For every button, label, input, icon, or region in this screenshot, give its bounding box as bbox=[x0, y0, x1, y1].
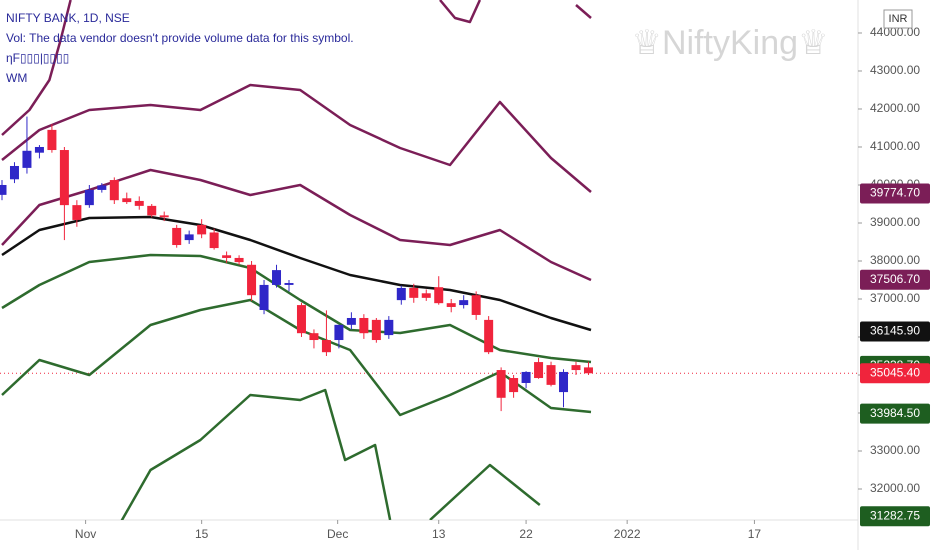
candle-body bbox=[484, 319, 494, 353]
candle-body bbox=[446, 303, 456, 307]
y-tick-label: 39000.00 bbox=[870, 215, 920, 229]
indicator-line bbox=[1, 215, 592, 332]
indicator-line bbox=[575, 4, 592, 19]
price-tag-label: 35045.40 bbox=[870, 365, 920, 379]
x-tick-label: 22 bbox=[519, 527, 533, 541]
candle-body bbox=[22, 150, 32, 168]
candle-body bbox=[571, 365, 581, 371]
price-tag bbox=[860, 506, 930, 527]
price-tag bbox=[860, 269, 930, 290]
candle-body bbox=[72, 205, 82, 220]
price-tag-label: 36145.90 bbox=[870, 324, 920, 338]
y-tick-label: 38000.00 bbox=[870, 253, 920, 267]
candle-body bbox=[359, 317, 369, 334]
candle-body bbox=[184, 234, 194, 241]
currency: INR bbox=[889, 13, 908, 25]
x-tick-label: 15 bbox=[195, 527, 209, 541]
y-tick-label: 33000.00 bbox=[870, 443, 920, 457]
y-tick-label: 41000.00 bbox=[870, 139, 920, 153]
candle-body bbox=[559, 371, 569, 393]
candle-body bbox=[59, 150, 69, 206]
y-tick-label: 37000.00 bbox=[870, 291, 920, 305]
candle-body bbox=[122, 198, 132, 203]
annotation: ηF▯▯▯|▯▯▯▯ bbox=[6, 51, 69, 65]
price-tag-label: 37506.70 bbox=[870, 272, 920, 286]
candle-body bbox=[197, 224, 207, 235]
candle-body bbox=[84, 189, 94, 206]
annotation: WM bbox=[6, 71, 27, 85]
candle-body bbox=[534, 362, 544, 379]
currency-box bbox=[883, 9, 913, 29]
candle-body bbox=[434, 287, 444, 304]
plot-area bbox=[0, 0, 858, 520]
candle-body bbox=[134, 200, 144, 206]
candle-body bbox=[172, 227, 182, 246]
candle-body bbox=[396, 287, 406, 301]
candle-body bbox=[521, 371, 531, 383]
candle-body bbox=[583, 367, 593, 374]
x-tick-label: 13 bbox=[432, 527, 446, 541]
y-tick-label: 44000.00 bbox=[870, 25, 920, 39]
x-tick-label: 17 bbox=[748, 527, 762, 541]
candle-body bbox=[159, 215, 169, 218]
candle-body bbox=[346, 317, 356, 325]
candle-body bbox=[459, 300, 469, 306]
indicator-line bbox=[120, 388, 392, 520]
x-tick-label: Nov bbox=[75, 527, 96, 541]
candle-body bbox=[384, 319, 394, 336]
candle-body bbox=[284, 283, 294, 285]
watermark: ♕NiftyKing♕ bbox=[631, 24, 828, 62]
annotation: Vol: The data vendor doesn't provide vol… bbox=[6, 31, 354, 45]
y-tick-label: 43000.00 bbox=[870, 63, 920, 77]
candle-body bbox=[296, 305, 306, 334]
candle-body bbox=[0, 184, 7, 195]
candle-body bbox=[222, 255, 232, 258]
candle-body bbox=[496, 370, 506, 398]
y-tick-label: 42000.00 bbox=[870, 101, 920, 115]
price-tag bbox=[860, 183, 930, 204]
price-tag bbox=[860, 321, 930, 342]
candle-body bbox=[259, 284, 269, 311]
candle-body bbox=[509, 378, 519, 393]
candle-body bbox=[247, 264, 257, 296]
candle-body bbox=[9, 165, 19, 180]
price-tag-label: 33984.50 bbox=[870, 406, 920, 420]
price-tag-label: 39774.70 bbox=[870, 186, 920, 200]
candle-body bbox=[334, 324, 344, 341]
candle-body bbox=[309, 333, 319, 341]
x-tick-label: Dec bbox=[327, 527, 348, 541]
indicator-line bbox=[1, 83, 592, 193]
candle-body bbox=[109, 180, 119, 201]
candle-body bbox=[546, 365, 556, 385]
candle-body bbox=[209, 232, 219, 249]
candle-body bbox=[34, 146, 44, 153]
candle-body bbox=[371, 319, 381, 341]
chart-title: NIFTY BANK, 1D, NSE bbox=[6, 11, 130, 25]
price-tag bbox=[860, 403, 930, 424]
candle-body bbox=[471, 295, 481, 315]
x-tick-label: 2022 bbox=[614, 527, 641, 541]
candle-body bbox=[147, 205, 157, 216]
price-tag bbox=[860, 363, 930, 384]
axes: 32000.0033000.0034000.0035000.0036000.00… bbox=[75, 25, 930, 541]
candle-body bbox=[47, 129, 57, 151]
indicator-line bbox=[439, 0, 482, 24]
candle-body bbox=[421, 293, 431, 298]
indicator-line bbox=[1, 0, 72, 136]
candle-body bbox=[272, 270, 282, 285]
price-tag-label: 31282.75 bbox=[870, 508, 920, 522]
candle-body bbox=[321, 340, 331, 353]
candle-body bbox=[234, 257, 244, 263]
indicator-line bbox=[429, 463, 541, 520]
candle-body bbox=[409, 287, 419, 298]
candle-body bbox=[97, 185, 107, 190]
indicator-line bbox=[1, 253, 592, 364]
y-tick-label: 32000.00 bbox=[870, 481, 920, 495]
